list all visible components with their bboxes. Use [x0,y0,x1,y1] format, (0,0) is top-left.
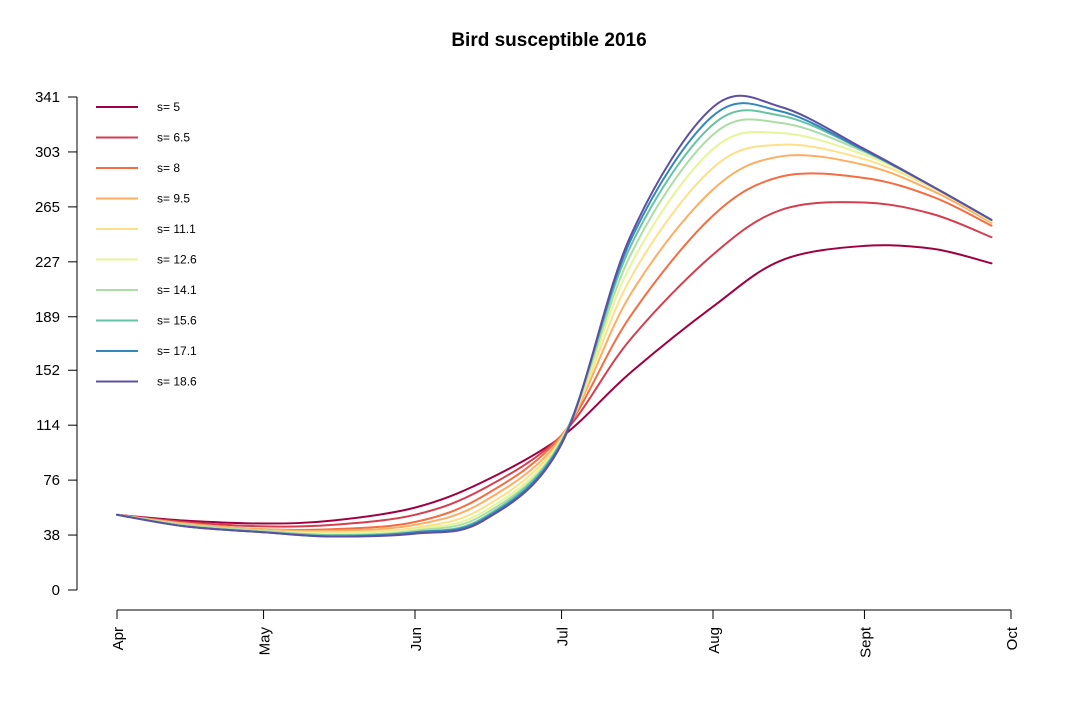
y-tick-label: 0 [52,582,60,599]
x-tick-label: Jul [555,627,572,646]
y-tick-label: 114 [36,417,60,434]
x-tick-label: Apr [110,627,127,650]
series-line-2 [116,172,993,532]
series-line-6 [116,118,993,537]
series-line-7 [116,109,993,537]
legend-label: s= 11.1 [157,222,196,236]
series-line-3 [116,154,993,532]
x-tick-label: Jun [408,627,425,651]
y-tick-label: 152 [35,362,60,379]
x-tick-label: Oct [1004,626,1021,650]
series-line-1 [116,201,993,528]
legend: s= 5 s= 6.5 s= 8 s= 9.5 s= 11.1 s= 12.6 s= 14.… [96,100,197,389]
y-axis: 0 38 76 114 152 189 227 265 303 341 [35,89,78,599]
legend-label: s= 17.1 [157,344,197,358]
legend-label: s= 15.6 [157,314,197,328]
legend-label: s= 8 [157,161,180,175]
legend-label: s= 14.1 [157,283,197,297]
y-tick-label: 189 [35,309,60,326]
legend-label: s= 5 [157,100,180,114]
series-line-9 [116,94,993,538]
legend-label: s= 9.5 [157,192,190,206]
x-tick-label: Aug [706,627,723,654]
y-tick-label: 227 [35,254,60,271]
series-line-0 [116,244,993,525]
series-lines [116,94,993,538]
x-tick-label: Sept [857,626,874,658]
x-tick-label: May [257,627,274,656]
series-line-8 [116,102,993,538]
y-tick-label: 265 [35,199,60,216]
x-axis: Apr May Jun Jul Aug Sept Oct [110,609,1021,658]
legend-label: s= 12.6 [157,253,197,267]
chart-title: Bird susceptible 2016 [451,30,646,51]
y-tick-label: 303 [35,144,60,161]
y-tick-label: 341 [35,89,60,106]
legend-label: s= 6.5 [157,131,190,145]
series-line-5 [116,130,993,535]
y-tick-label: 76 [43,472,60,489]
legend-label: s= 18.6 [157,375,197,389]
y-tick-label: 38 [43,527,60,544]
